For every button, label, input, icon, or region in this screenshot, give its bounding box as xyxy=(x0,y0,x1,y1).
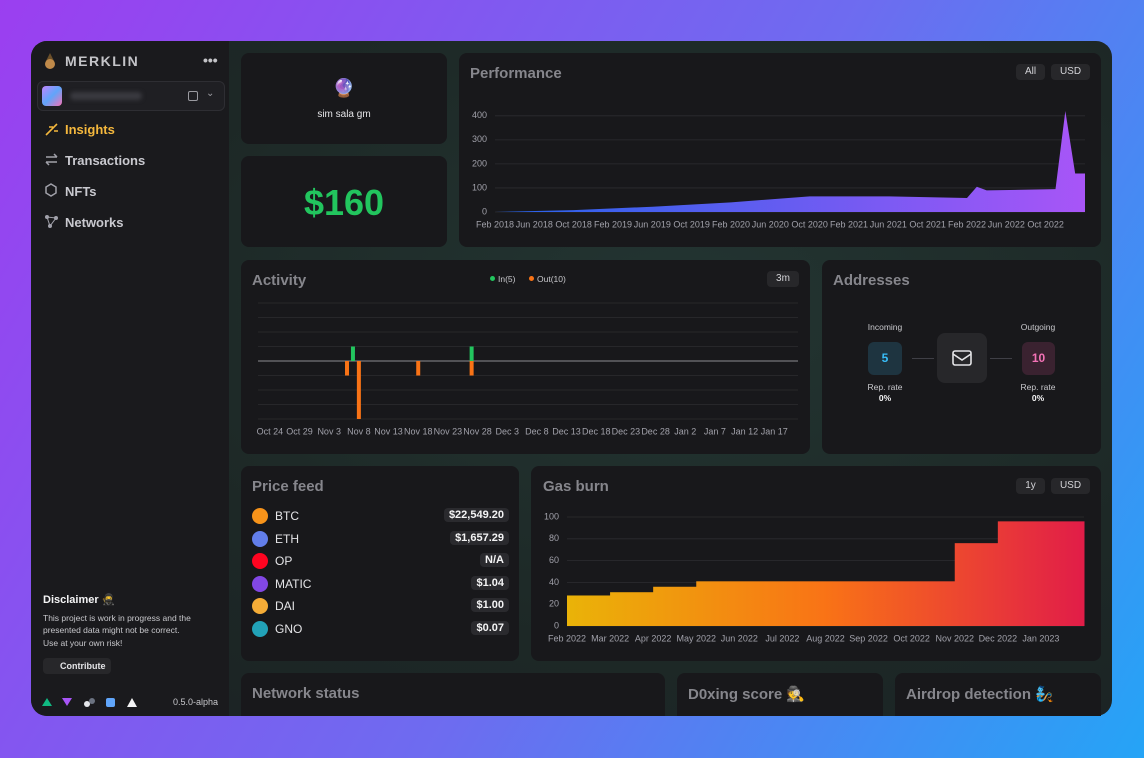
range-button[interactable]: 3m xyxy=(767,271,799,287)
coin-icon xyxy=(252,553,268,570)
coin-symbol: BTC xyxy=(275,509,299,523)
card-title: Performance xyxy=(470,65,562,82)
addresses-card: Addresses Incoming 5 Rep. rate 0% Outgoi… xyxy=(822,260,1101,454)
legend-dot xyxy=(490,276,495,281)
activity-card: Activity In(5) Out(10) 3m xyxy=(241,260,810,454)
brand: MERKLIN xyxy=(65,53,140,69)
card-title: Activity xyxy=(252,272,307,289)
rate-value: 0% xyxy=(1031,393,1045,403)
currency-button[interactable]: USD xyxy=(1051,64,1090,80)
disclaimer-text: This project is work in progress and the… xyxy=(43,613,191,635)
coin-icon xyxy=(252,508,268,524)
coin-price: $1.04 xyxy=(471,575,509,590)
coin-symbol: OP xyxy=(275,554,293,569)
contribute-button[interactable]: Contribute xyxy=(43,658,111,674)
performance-card: Performance All USD xyxy=(459,53,1101,247)
legend-label: In(5) xyxy=(498,274,516,284)
envelope xyxy=(952,350,972,366)
legend-label: Out(10) xyxy=(537,274,566,284)
coin-symbol: DAI xyxy=(275,599,296,614)
coin-price: $1,657.29 xyxy=(450,530,509,545)
coin-price: $0.07 xyxy=(471,621,509,635)
nav-icons xyxy=(45,123,58,228)
more-menu[interactable]: ••• xyxy=(203,52,218,68)
wallet-icon xyxy=(937,333,987,383)
sidebar xyxy=(31,41,229,716)
greeting-text: sim sala gm xyxy=(317,109,371,120)
logo-icon xyxy=(45,53,55,69)
greeting-card: 🔮 sim sala gm xyxy=(241,53,447,144)
nav-item[interactable]: Networks xyxy=(65,215,124,230)
doxing-card: D0xing score 🕵️ xyxy=(677,673,883,716)
disclaimer-warning: Use at your own risk! xyxy=(43,638,123,648)
legend-dot xyxy=(529,276,534,281)
coin-icon xyxy=(252,575,268,592)
coin-icon xyxy=(252,530,268,547)
greeting-emoji: 🔮 xyxy=(332,78,356,98)
coin-symbol: GNO xyxy=(275,622,303,636)
nav-item[interactable]: NFTs xyxy=(65,184,97,199)
version: 0.5.0-alpha xyxy=(172,697,218,707)
coin-icon xyxy=(252,621,268,637)
gas-burn-card: Gas burn 1y USD xyxy=(531,466,1101,661)
range-button[interactable]: All xyxy=(1016,64,1045,80)
incoming-label: Incoming xyxy=(867,322,903,332)
outgoing-label: Outgoing xyxy=(1020,322,1056,332)
outgoing-count: 10 xyxy=(1022,342,1055,375)
card-title: Gas burn xyxy=(543,478,609,495)
nav-item[interactable]: Transactions xyxy=(65,153,146,168)
rate-label: Rep. rate xyxy=(1020,382,1056,392)
copy-icon[interactable] xyxy=(188,91,198,101)
chevron[interactable]: ⌄ xyxy=(206,88,215,99)
rate-value: 0% xyxy=(878,393,892,403)
card-title: Network status xyxy=(252,685,360,702)
currency-button[interactable]: USD xyxy=(1051,478,1090,494)
network-icons xyxy=(42,698,137,707)
coin-icon xyxy=(252,598,268,615)
rate-label: Rep. rate xyxy=(867,382,903,392)
card-title: D0xing score 🕵️ xyxy=(688,686,806,703)
range-button[interactable]: 1y xyxy=(1016,478,1045,494)
airdrop-card: Airdrop detection 🧞 xyxy=(895,673,1101,716)
coin-price: $1.00 xyxy=(471,598,509,613)
contribute-label: Contribute xyxy=(60,661,106,671)
connector xyxy=(912,358,934,359)
card-title: Price feed xyxy=(252,478,324,495)
card-title: Airdrop detection 🧞 xyxy=(906,686,1054,703)
connector xyxy=(990,358,1012,359)
nav-item[interactable]: Insights xyxy=(65,122,115,137)
coin-price: N/A xyxy=(480,553,509,568)
balance-card: $160 xyxy=(241,156,447,247)
balance: $160 xyxy=(303,182,385,223)
account-selector[interactable]: ⌄ xyxy=(37,81,225,111)
disclaimer-title: Disclaimer 🥷 xyxy=(43,594,116,606)
avatar xyxy=(42,86,62,106)
blurred-account xyxy=(70,92,142,100)
coin-symbol: ETH xyxy=(275,531,299,546)
network-status-card: Network status xyxy=(241,673,665,716)
card-title: Addresses xyxy=(833,272,910,289)
coin-symbol: MATIC xyxy=(275,576,312,591)
coin-price: $22,549.20 xyxy=(443,508,509,522)
incoming-count: 5 xyxy=(868,342,902,375)
